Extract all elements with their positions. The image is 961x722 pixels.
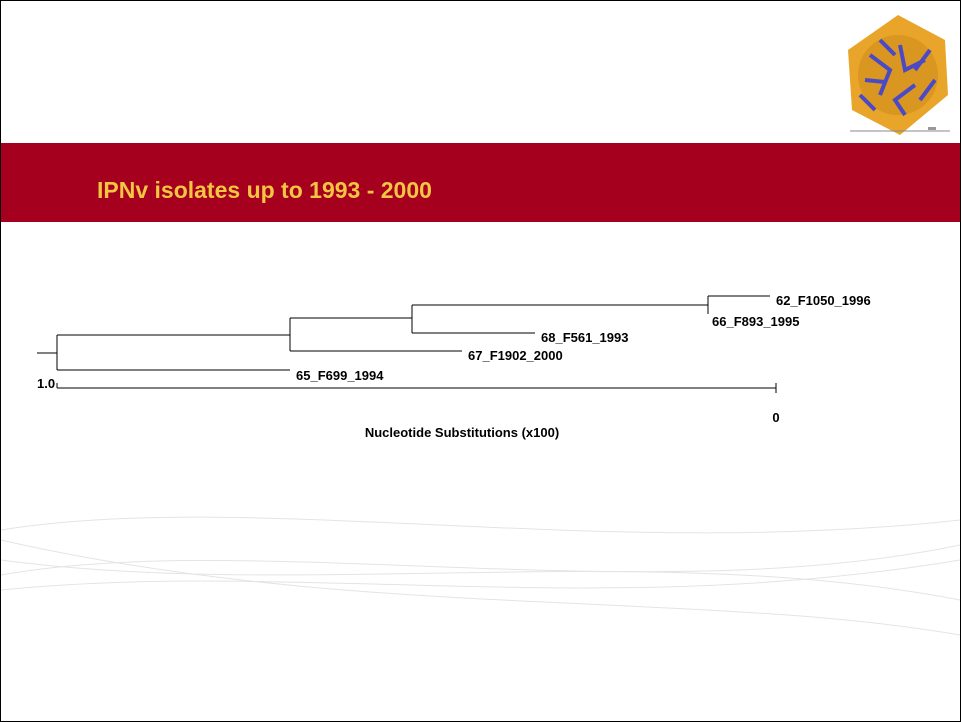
leaf-label: 67_F1902_2000 [468,348,563,363]
leaf-label: 68_F561_1993 [541,330,628,345]
leaf-label: 65_F699_1994 [296,368,384,383]
scale-right-label: 0 [772,410,779,425]
leaf-label: 62_F1050_1996 [776,293,871,308]
slide-title: IPNv isolates up to 1993 - 2000 [97,177,432,203]
scale-left-label: 1.0 [37,376,55,391]
decorative-curves [0,516,961,636]
axis-label: Nucleotide Substitutions (x100) [365,425,559,440]
virus-image [848,15,950,135]
phylogenetic-tree [37,295,777,393]
leaf-label: 66_F893_1995 [712,314,799,329]
title-banner [1,143,960,222]
